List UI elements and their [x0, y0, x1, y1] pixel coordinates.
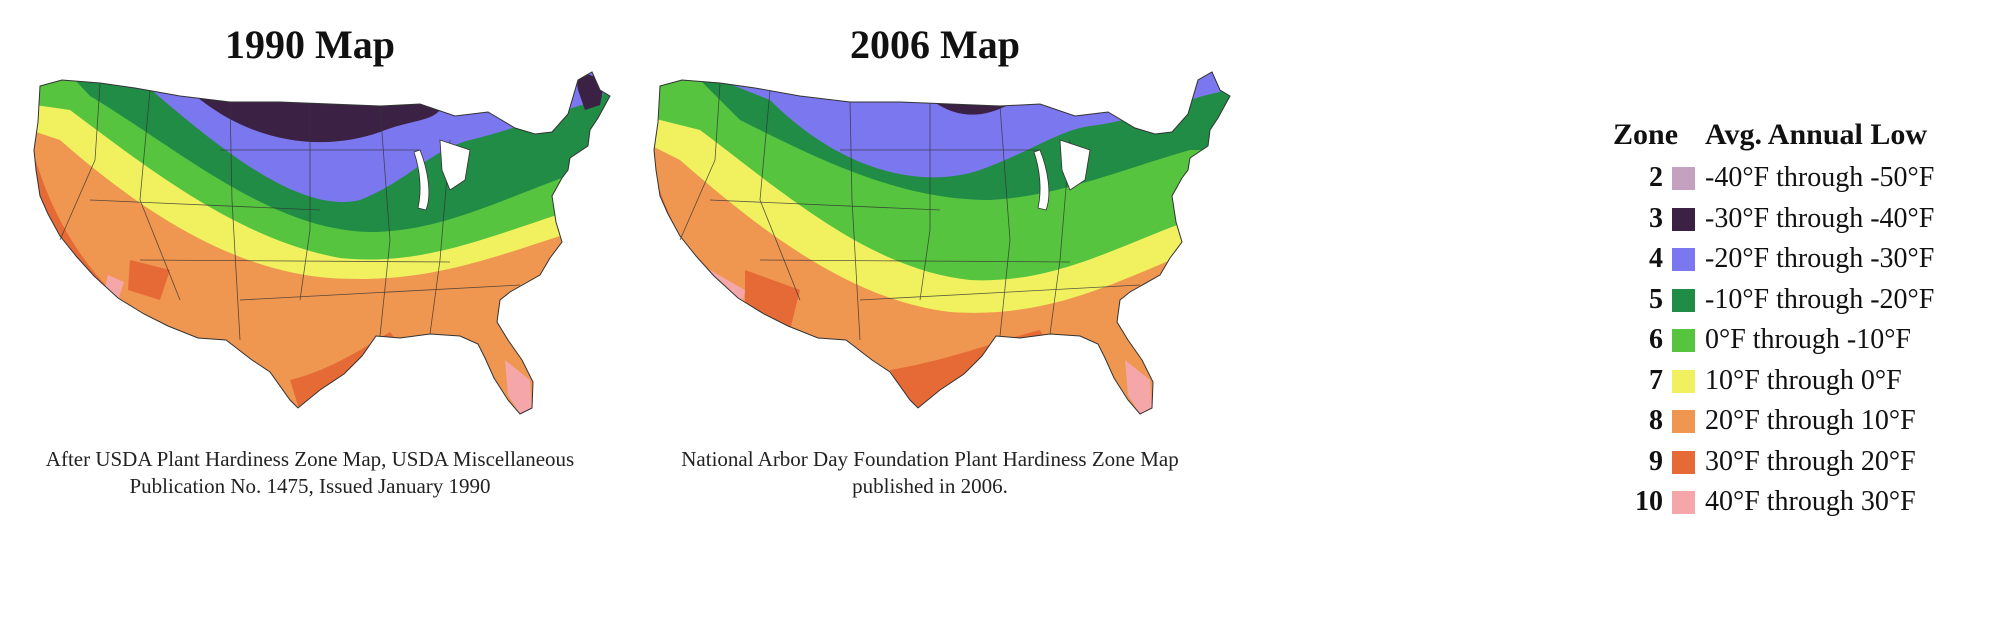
zone-number: 4 — [1649, 243, 1663, 274]
legend-item: 6 0°F through -10°F — [1605, 322, 2000, 363]
map-panel-2006: 2006 Map — [620, 0, 1240, 642]
zone-number: 9 — [1649, 445, 1663, 477]
zone-color-swatch — [1672, 410, 1695, 433]
zone-temperature-range: 30°F through 20°F — [1705, 445, 1916, 477]
zone-temperature-range: 20°F through 10°F — [1705, 405, 1916, 436]
zone-number: 8 — [1649, 405, 1663, 436]
zone-number: 3 — [1649, 202, 1663, 234]
zone-temperature-range: -10°F through -20°F — [1705, 283, 1935, 315]
map-panel-1990: 1990 Map — [0, 0, 620, 642]
zone-temperature-range: 0°F through -10°F — [1705, 324, 1911, 355]
caption-line: National Arbor Day Foundation Plant Hard… — [681, 447, 1179, 471]
zone-temperature-range: -30°F through -40°F — [1705, 202, 1935, 234]
caption-line: After USDA Plant Hardiness Zone Map, USD… — [45, 447, 575, 471]
zone-temperature-range: 10°F through 0°F — [1705, 364, 1902, 396]
map-title: 2006 Map — [850, 22, 1020, 67]
zone-color-swatch — [1672, 369, 1695, 393]
map-caption: After USDA Plant Hardiness Zone Map, USD… — [0, 446, 620, 500]
legend-item: 5 -10°F through -20°F — [1605, 282, 2000, 323]
zone-color-swatch — [1672, 167, 1695, 190]
zone-temperature-range: -40°F through -50°F — [1705, 162, 1935, 193]
legend-header: Zone Avg. Annual Low — [1605, 118, 2000, 160]
zone-color-swatch — [1672, 288, 1695, 312]
zone-color-swatch — [1672, 450, 1695, 474]
zone-color-swatch — [1672, 248, 1695, 271]
caption-line: Publication No. 1475, Issued January 199… — [129, 474, 491, 498]
us-hardiness-map-1990 — [33, 71, 611, 415]
legend-range-header: Avg. Annual Low — [1705, 118, 1928, 151]
legend-item: 10 40°F through 30°F — [1605, 484, 2000, 525]
legend-item: 3 -30°F through -40°F — [1605, 201, 2000, 242]
us-hardiness-map-2006 — [653, 71, 1231, 415]
legend-item: 9 30°F through 20°F — [1605, 444, 2000, 485]
legend-zone-header: Zone — [1613, 118, 1679, 151]
zone-color-swatch — [1672, 329, 1695, 352]
legend-rows: 2 -40°F through -50°F 3 -30°F through -40°F… — [1605, 160, 2000, 525]
legend-item: 8 20°F through 10°F — [1605, 403, 2000, 444]
zone-temperature-range: 40°F through 30°F — [1705, 486, 1916, 517]
map-title: 1990 Map — [225, 22, 395, 67]
zone-legend: Zone Avg. Annual Low 2 -40°F through -50°… — [1605, 118, 2000, 525]
zone-color-swatch — [1672, 491, 1695, 514]
zone-number: 5 — [1649, 283, 1663, 315]
legend-item: 4 -20°F through -30°F — [1605, 241, 2000, 282]
zone-temperature-range: -20°F through -30°F — [1705, 243, 1935, 274]
zone-number: 6 — [1649, 324, 1663, 355]
map-caption: National Arbor Day Foundation Plant Hard… — [620, 446, 1240, 500]
zone-number: 10 — [1635, 486, 1663, 517]
caption-line: published in 2006. — [852, 474, 1008, 498]
zone-color-swatch — [1672, 207, 1695, 231]
zone-number: 7 — [1649, 364, 1663, 396]
legend-item: 2 -40°F through -50°F — [1605, 160, 2000, 201]
legend-item: 7 10°F through 0°F — [1605, 363, 2000, 404]
zone-number: 2 — [1649, 162, 1663, 193]
